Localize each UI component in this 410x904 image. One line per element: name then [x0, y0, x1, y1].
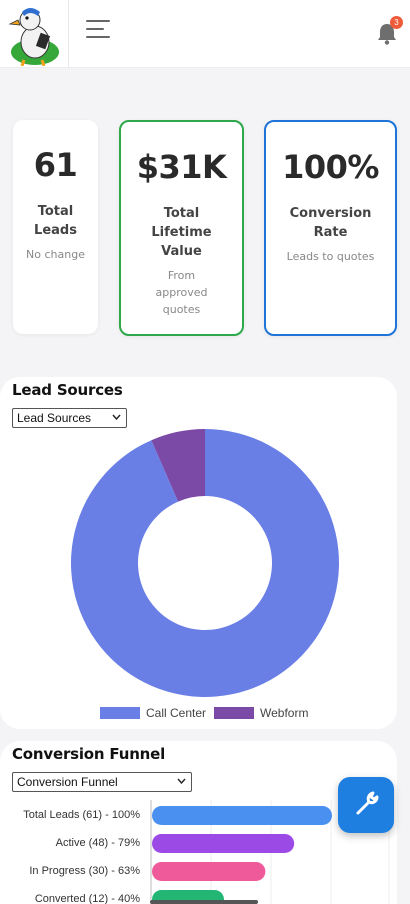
funnel-stage-label: Active (48) - 79%: [55, 837, 140, 849]
kpi-subtext: No change: [26, 248, 85, 261]
kpi-subtext: From approved quotes: [155, 269, 208, 316]
legend-item-webform[interactable]: Webform: [214, 706, 308, 720]
wrench-icon: [356, 791, 379, 815]
lead-sources-select[interactable]: Lead Sources: [12, 408, 127, 428]
menu-icon[interactable]: [86, 18, 114, 42]
kpi-label: Conversion Rate: [289, 206, 372, 240]
donut-slice-webform[interactable]: [151, 429, 205, 502]
legend-swatch: [100, 707, 140, 719]
funnel-bar[interactable]: [152, 862, 266, 881]
notification-badge: 3: [390, 16, 403, 29]
top-bar: 3: [0, 0, 410, 68]
kpi-label: Total Leads: [34, 204, 77, 238]
legend-label: Webform: [260, 706, 309, 720]
lead-sources-donut-chart: [70, 429, 339, 697]
lead-sources-title: Lead Sources: [12, 381, 123, 399]
legend-item-call-center[interactable]: Call Center: [100, 706, 206, 720]
funnel-bar[interactable]: [152, 834, 295, 853]
bell-icon[interactable]: [376, 22, 398, 46]
chevron-down-icon: [177, 778, 186, 784]
kpi-value: $31K: [136, 148, 227, 186]
chevron-down-icon: [112, 414, 121, 420]
kpi-subtext: Leads to quotes: [286, 250, 375, 263]
kpi-value: 61: [33, 146, 78, 184]
donut-slice-call-center[interactable]: [70, 429, 339, 697]
duck-logo[interactable]: [8, 4, 62, 67]
horizontal-scrollbar[interactable]: [150, 900, 258, 904]
funnel-stage-label: Total Leads (61) - 100%: [23, 809, 140, 821]
conversion-funnel-title: Conversion Funnel: [12, 745, 166, 763]
legend-swatch: [214, 707, 254, 719]
funnel-stage-label: In Progress (30) - 63%: [29, 865, 140, 877]
logo-divider: [68, 0, 69, 68]
tools-fab-button[interactable]: [338, 777, 394, 833]
kpi-card-lifetime-value: $31K Total Lifetime Value From approved …: [119, 120, 244, 336]
select-value: Conversion Funnel: [17, 775, 118, 789]
kpi-label: Total Lifetime Value: [151, 206, 212, 259]
conversion-funnel-chart: [150, 800, 390, 904]
select-value: Lead Sources: [17, 411, 92, 425]
kpi-value: 100%: [282, 148, 379, 186]
kpi-card-total-leads: 61 Total Leads No change: [13, 120, 98, 334]
funnel-bar[interactable]: [152, 806, 332, 825]
legend-label: Call Center: [146, 706, 207, 720]
kpi-card-conversion-rate: 100% Conversion Rate Leads to quotes: [264, 120, 397, 336]
funnel-stage-label: Converted (12) - 40%: [34, 893, 140, 904]
conversion-funnel-select[interactable]: Conversion Funnel: [12, 772, 192, 792]
